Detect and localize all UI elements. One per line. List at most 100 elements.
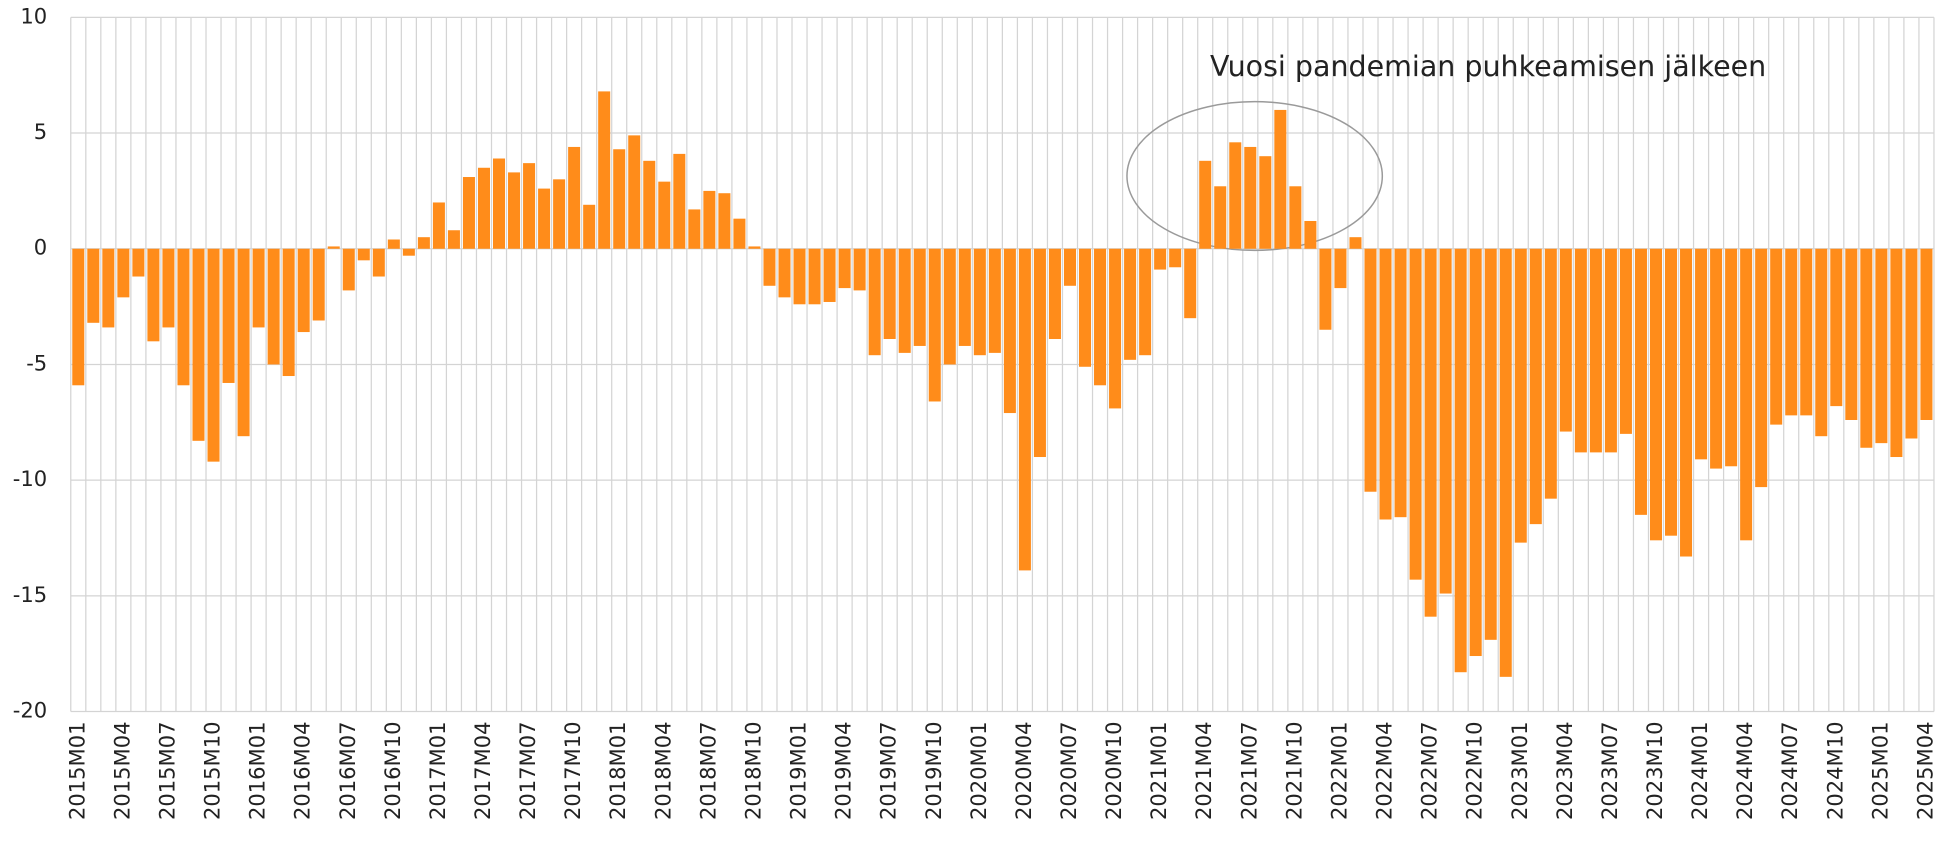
- x-tick-label: 2022M01: [1326, 721, 1351, 820]
- x-tick-label: 2024M04: [1732, 721, 1757, 820]
- bar: [1109, 248, 1122, 409]
- bar: [1830, 248, 1843, 407]
- x-tick-label: 2015M07: [154, 721, 179, 820]
- y-tick-label: -20: [13, 698, 47, 723]
- bar: [1304, 220, 1317, 249]
- x-tick-label: 2020M04: [1011, 721, 1036, 820]
- bar: [613, 149, 626, 249]
- bar: [928, 248, 941, 402]
- bar: [1063, 248, 1076, 286]
- x-tick-label: 2024M07: [1777, 721, 1802, 820]
- bar: [1394, 248, 1407, 518]
- x-tick-label: 2017M07: [515, 721, 540, 820]
- bar: [207, 248, 220, 462]
- bar: [1169, 248, 1182, 268]
- x-tick-label: 2025M04: [1912, 721, 1937, 820]
- y-tick-label: -5: [26, 350, 47, 375]
- bar: [1033, 248, 1046, 458]
- bar: [147, 248, 160, 342]
- bar: [1499, 248, 1512, 677]
- bar: [1680, 248, 1693, 557]
- y-tick-label: 0: [34, 235, 47, 260]
- bar: [1574, 248, 1587, 453]
- bar: [1469, 248, 1482, 657]
- bar: [973, 248, 986, 356]
- y-tick-label: -15: [13, 582, 47, 607]
- bar: [1439, 248, 1452, 594]
- x-tick-label: 2018M07: [695, 721, 720, 820]
- x-tick-label: 2024M10: [1822, 721, 1847, 820]
- bar: [583, 204, 596, 249]
- x-tick-label: 2018M10: [740, 721, 765, 820]
- bar: [643, 160, 656, 249]
- bar: [1154, 248, 1167, 270]
- bar: [1845, 248, 1858, 420]
- x-tick-label: 2019M07: [876, 721, 901, 820]
- x-tick-label: 2021M04: [1191, 721, 1216, 820]
- highlight-ellipse: [1126, 100, 1384, 252]
- bar: [402, 248, 415, 256]
- y-tick-label: 5: [34, 119, 47, 144]
- bar: [913, 248, 926, 346]
- bar: [1139, 248, 1152, 356]
- bar: [357, 248, 370, 261]
- bar: [553, 179, 566, 249]
- bar: [1619, 248, 1632, 434]
- x-tick-label: 2023M04: [1552, 721, 1577, 820]
- bar: [703, 190, 716, 249]
- bar: [1454, 248, 1467, 673]
- bar: [733, 218, 746, 249]
- bar: [868, 248, 881, 356]
- bar: [1740, 248, 1753, 541]
- bar: [252, 248, 265, 328]
- bar: [898, 248, 911, 353]
- bar: [1244, 146, 1257, 249]
- bar: [1514, 248, 1527, 543]
- x-tick-label: 2023M10: [1642, 721, 1667, 820]
- x-tick-label: 2016M01: [245, 721, 270, 820]
- bar: [1559, 248, 1572, 432]
- bar: [853, 248, 866, 291]
- bar: [1920, 248, 1933, 420]
- y-tick-label: -10: [13, 466, 47, 491]
- bar: [1259, 156, 1272, 249]
- x-tick-label: 2015M04: [109, 721, 134, 820]
- x-tick-label: 2016M04: [290, 721, 315, 820]
- x-tick-label: 2024M01: [1687, 721, 1712, 820]
- bar: [327, 246, 340, 249]
- bar: [192, 248, 205, 441]
- bar: [1665, 248, 1678, 536]
- x-tick-label: 2019M04: [831, 721, 856, 820]
- x-tick-label: 2015M01: [64, 721, 89, 820]
- bar: [462, 177, 475, 249]
- bar: [538, 188, 551, 249]
- x-tick-label: 2017M10: [560, 721, 585, 820]
- bar: [1634, 248, 1647, 515]
- bar: [508, 172, 521, 249]
- bar: [387, 239, 400, 249]
- bar: [1409, 248, 1422, 580]
- bar: [1424, 248, 1437, 617]
- bar: [1604, 248, 1617, 453]
- bar: [1770, 248, 1783, 425]
- bar: [1274, 109, 1287, 249]
- annotation: Vuosi pandemian puhkeamisen jälkeen: [1210, 50, 1766, 83]
- bar: [162, 248, 175, 328]
- bar: [568, 146, 581, 249]
- y-tick-label: 10: [20, 3, 47, 28]
- x-tick-label: 2022M04: [1372, 721, 1397, 820]
- bar: [673, 153, 686, 249]
- bar: [1003, 248, 1016, 414]
- bar: [1018, 248, 1031, 571]
- bar: [823, 248, 836, 302]
- bar: [718, 193, 731, 249]
- bar: [1349, 237, 1362, 249]
- x-tick-label: 2022M07: [1417, 721, 1442, 820]
- x-tick-label: 2023M07: [1597, 721, 1622, 820]
- x-tick-label: 2016M07: [335, 721, 360, 820]
- bar: [1214, 186, 1227, 249]
- x-tick-label: 2021M10: [1281, 721, 1306, 820]
- bar: [808, 248, 821, 305]
- bar: [1048, 248, 1061, 340]
